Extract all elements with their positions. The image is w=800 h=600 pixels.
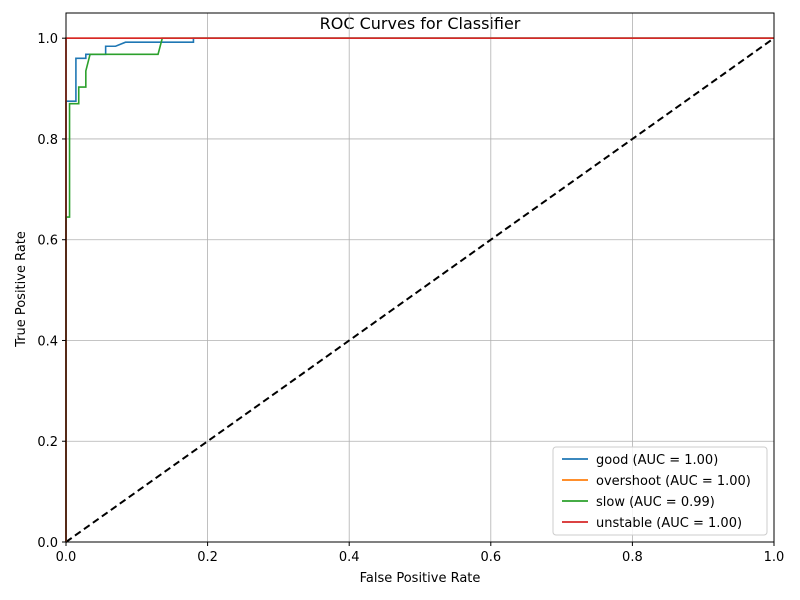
series-line-2 bbox=[65, 37, 774, 542]
legend-label-0: good (AUC = 1.00) bbox=[596, 453, 718, 468]
x-tick-label-1: 0.2 bbox=[197, 550, 218, 565]
chart-title: ROC Curves for Classifier bbox=[320, 14, 521, 33]
y-tick-label-3: 0.6 bbox=[37, 234, 58, 249]
y-axis-ticks: 0.0 0.2 0.4 0.6 0.8 1.0 bbox=[37, 32, 66, 551]
x-tick-label-0: 0.0 bbox=[56, 550, 77, 565]
x-tick-label-3: 0.6 bbox=[480, 550, 501, 565]
legend-label-1: overshoot (AUC = 1.00) bbox=[596, 474, 751, 489]
legend-box bbox=[552, 446, 768, 536]
y-tick-label-4: 0.8 bbox=[37, 133, 58, 148]
plot-frame bbox=[65, 12, 775, 543]
y-tick-label-2: 0.4 bbox=[37, 334, 58, 349]
y-tick-label-0: 0.0 bbox=[37, 536, 58, 551]
x-tick-label-2: 0.4 bbox=[339, 550, 360, 565]
x-tick-label-4: 0.8 bbox=[622, 550, 643, 565]
diagonal-reference-line bbox=[65, 37, 775, 543]
reference-line-layer bbox=[65, 37, 775, 543]
y-tick-label-1: 0.2 bbox=[37, 435, 58, 450]
x-axis-ticks: 0.0 0.2 0.4 0.6 0.8 1.0 bbox=[56, 542, 785, 565]
x-axis-label: False Positive Rate bbox=[360, 571, 481, 586]
legend-label-2: slow (AUC = 0.99) bbox=[596, 495, 715, 510]
legend: good (AUC = 1.00) overshoot (AUC = 1.00) s… bbox=[552, 446, 768, 536]
legend-label-3: unstable (AUC = 1.00) bbox=[596, 516, 742, 531]
y-tick-label-5: 1.0 bbox=[37, 32, 58, 47]
y-axis-label: True Positive Rate bbox=[14, 231, 29, 348]
x-tick-label-5: 1.0 bbox=[764, 550, 785, 565]
